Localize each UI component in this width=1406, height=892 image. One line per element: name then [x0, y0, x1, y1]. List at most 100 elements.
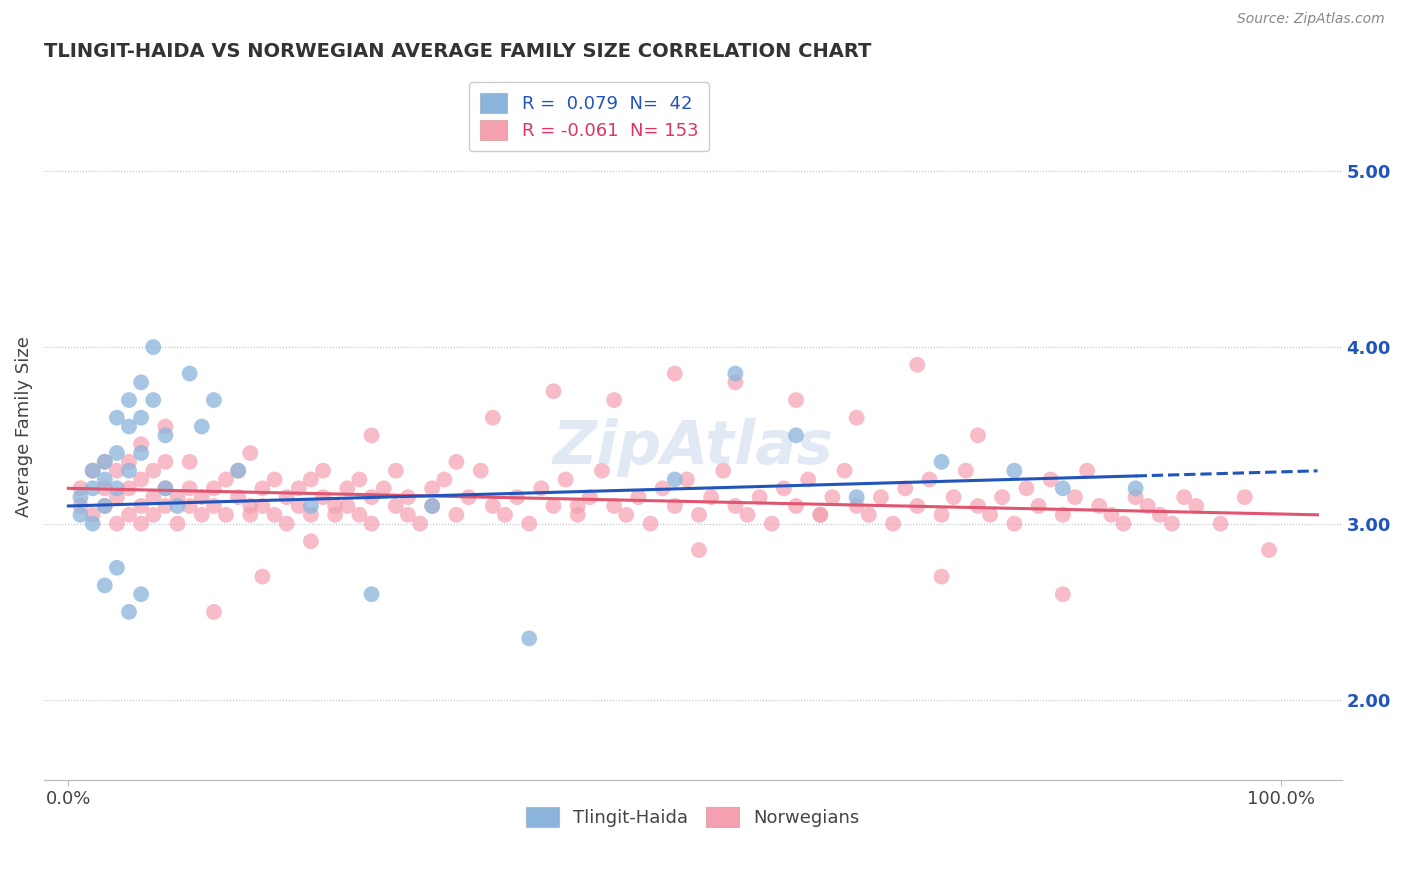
- Point: [931, 508, 953, 522]
- Point: [179, 367, 201, 381]
- Point: [614, 508, 637, 522]
- Point: [215, 473, 238, 487]
- Point: [69, 481, 91, 495]
- Text: Source: ZipAtlas.com: Source: ZipAtlas.com: [1237, 12, 1385, 26]
- Point: [664, 367, 686, 381]
- Point: [299, 473, 322, 487]
- Legend: Tlingit-Haida, Norwegians: Tlingit-Haida, Norwegians: [519, 800, 866, 834]
- Point: [967, 499, 990, 513]
- Point: [433, 473, 456, 487]
- Point: [105, 516, 128, 531]
- Point: [834, 464, 856, 478]
- Point: [1161, 516, 1184, 531]
- Point: [360, 587, 382, 601]
- Point: [94, 455, 117, 469]
- Point: [252, 499, 274, 513]
- Point: [773, 481, 796, 495]
- Point: [129, 473, 152, 487]
- Point: [918, 473, 941, 487]
- Point: [69, 490, 91, 504]
- Point: [1002, 464, 1025, 478]
- Point: [94, 499, 117, 513]
- Text: TLINGIT-HAIDA VS NORWEGIAN AVERAGE FAMILY SIZE CORRELATION CHART: TLINGIT-HAIDA VS NORWEGIAN AVERAGE FAMIL…: [44, 42, 872, 61]
- Point: [360, 516, 382, 531]
- Point: [118, 481, 141, 495]
- Point: [676, 473, 699, 487]
- Point: [94, 455, 117, 469]
- Point: [385, 464, 408, 478]
- Point: [276, 490, 298, 504]
- Point: [530, 481, 553, 495]
- Point: [191, 508, 214, 522]
- Point: [179, 499, 201, 513]
- Point: [967, 428, 990, 442]
- Point: [276, 516, 298, 531]
- Point: [664, 499, 686, 513]
- Point: [482, 499, 505, 513]
- Point: [420, 481, 443, 495]
- Point: [82, 481, 104, 495]
- Point: [1052, 508, 1074, 522]
- Point: [517, 516, 540, 531]
- Point: [155, 499, 177, 513]
- Point: [1233, 490, 1256, 504]
- Point: [129, 587, 152, 601]
- Point: [955, 464, 977, 478]
- Point: [737, 508, 759, 522]
- Point: [82, 464, 104, 478]
- Point: [118, 508, 141, 522]
- Point: [845, 499, 868, 513]
- Point: [202, 605, 225, 619]
- Point: [1185, 499, 1208, 513]
- Point: [226, 464, 249, 478]
- Point: [239, 499, 262, 513]
- Point: [299, 508, 322, 522]
- Point: [761, 516, 783, 531]
- Point: [179, 455, 201, 469]
- Point: [94, 578, 117, 592]
- Point: [69, 508, 91, 522]
- Point: [239, 446, 262, 460]
- Point: [226, 464, 249, 478]
- Point: [349, 473, 371, 487]
- Point: [517, 632, 540, 646]
- Point: [105, 410, 128, 425]
- Point: [905, 358, 928, 372]
- Point: [69, 499, 91, 513]
- Point: [155, 481, 177, 495]
- Point: [82, 464, 104, 478]
- Point: [808, 508, 831, 522]
- Point: [688, 508, 710, 522]
- Point: [155, 419, 177, 434]
- Point: [1076, 464, 1098, 478]
- Point: [543, 384, 565, 399]
- Point: [905, 499, 928, 513]
- Point: [360, 428, 382, 442]
- Point: [1125, 481, 1147, 495]
- Point: [785, 499, 807, 513]
- Point: [567, 499, 589, 513]
- Point: [118, 419, 141, 434]
- Point: [94, 499, 117, 513]
- Point: [142, 490, 165, 504]
- Point: [312, 490, 335, 504]
- Point: [845, 410, 868, 425]
- Point: [226, 490, 249, 504]
- Point: [1088, 499, 1111, 513]
- Point: [1258, 543, 1281, 558]
- Point: [288, 499, 311, 513]
- Point: [118, 605, 141, 619]
- Point: [142, 508, 165, 522]
- Point: [336, 481, 359, 495]
- Point: [288, 481, 311, 495]
- Point: [105, 481, 128, 495]
- Point: [299, 499, 322, 513]
- Point: [543, 499, 565, 513]
- Point: [979, 508, 1001, 522]
- Point: [457, 490, 479, 504]
- Point: [118, 455, 141, 469]
- Point: [858, 508, 880, 522]
- Point: [179, 481, 201, 495]
- Point: [1002, 516, 1025, 531]
- Point: [239, 508, 262, 522]
